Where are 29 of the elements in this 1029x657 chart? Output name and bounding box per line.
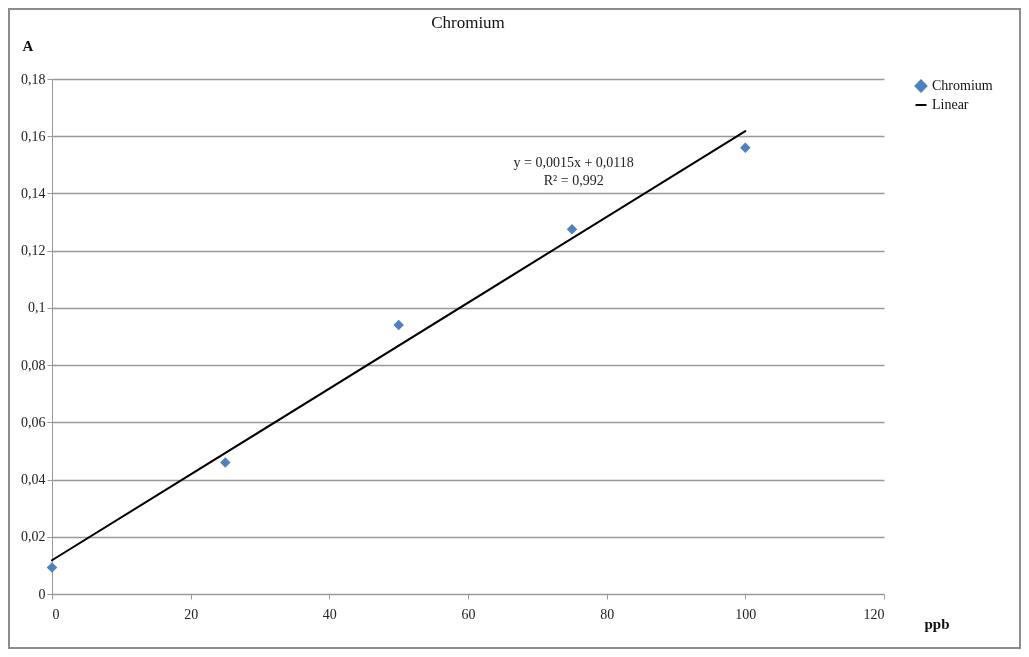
y-axis-title: A: [22, 37, 34, 54]
x-tick-label: 60: [461, 606, 476, 622]
x-tick-label: 0: [52, 606, 60, 622]
point: [566, 223, 578, 235]
x-tick-label: 120: [863, 606, 885, 622]
legend-label: Chromium: [932, 78, 993, 93]
y-tick-label: 0,02: [21, 529, 46, 545]
y-tick-label: 0,04: [21, 472, 46, 488]
point: [220, 457, 231, 468]
annotation: y = 0,0015x + 0,0118: [513, 155, 634, 170]
x-tick-label: 100: [735, 606, 757, 622]
chart-title: Chromium: [431, 13, 505, 32]
y-tick-label: 0,06: [21, 414, 46, 430]
y-tick-label: 0: [38, 586, 46, 602]
annotation: R² = 0,992: [543, 173, 604, 188]
x-tick-label: 40: [322, 606, 337, 622]
point: [46, 562, 58, 573]
y-tick-label: 0,16: [21, 128, 46, 144]
point: [393, 319, 404, 331]
y-tick-label: 0,08: [21, 357, 46, 373]
x-tick-label: 80: [600, 606, 615, 622]
point: [740, 142, 751, 153]
y-tick-label: 0,18: [21, 71, 46, 87]
y-tick-label: 0,14: [21, 185, 46, 201]
x-axis-title: ppb: [924, 615, 950, 632]
y-tick-label: 0,12: [21, 243, 46, 259]
legend-label: Linear: [932, 97, 969, 112]
y-tick-label: 0,1: [28, 300, 46, 316]
x-tick-label: 20: [184, 606, 199, 622]
